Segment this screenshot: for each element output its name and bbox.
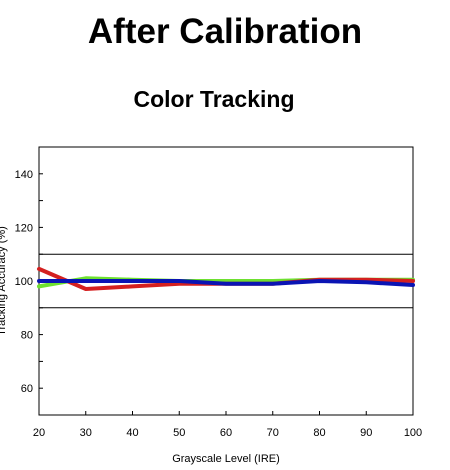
x-tick-label: 20	[33, 427, 45, 439]
x-tick-label: 50	[173, 427, 185, 439]
x-tick-label: 90	[360, 427, 372, 439]
x-axis: 20 30 40 50 60 70 80 90 100	[33, 411, 422, 439]
y-tick-label: 100	[15, 276, 33, 288]
y-axis: 60 80 100 120 140	[15, 169, 43, 395]
x-tick-label: 60	[220, 427, 232, 439]
y-axis-title: Tracking Accuracy (%)	[0, 226, 8, 336]
x-tick-label: 30	[80, 427, 92, 439]
y-tick-label: 60	[21, 383, 33, 395]
x-tick-label: 40	[126, 427, 138, 439]
y-tick-label: 80	[21, 330, 33, 342]
x-tick-label: 80	[313, 427, 325, 439]
x-tick-label: 100	[404, 427, 422, 439]
y-tick-label: 140	[15, 169, 33, 181]
chart-subtitle: Color Tracking	[133, 86, 295, 112]
series-line-3	[37, 279, 415, 287]
page-title: After Calibration	[87, 12, 363, 51]
x-tick-label: 70	[267, 427, 279, 439]
series-layer	[37, 266, 415, 291]
y-tick-label: 120	[15, 222, 33, 234]
reference-lines	[39, 253, 413, 309]
x-axis-title: Grayscale Level (IRE)	[172, 453, 280, 465]
